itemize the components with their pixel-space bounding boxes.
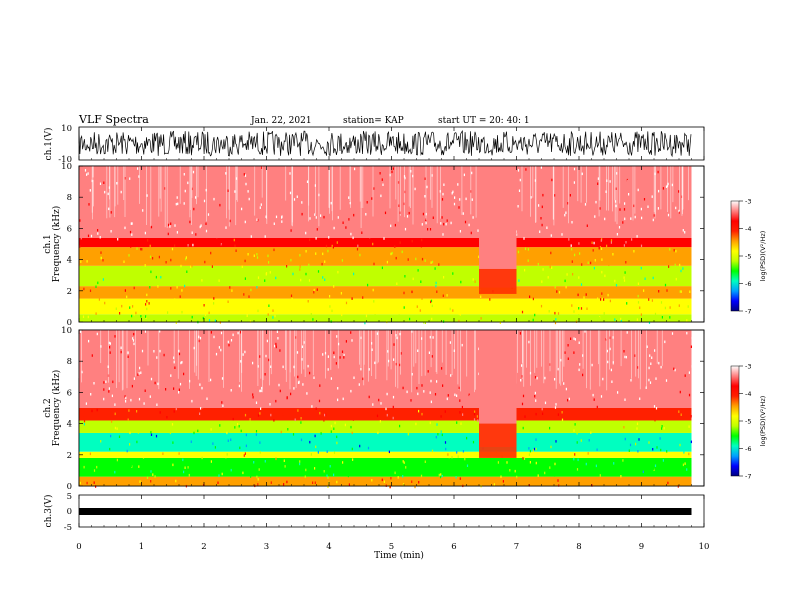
ch3-waveform-panel: 5 0 -5 ch.3(V) xyxy=(43,492,705,533)
x-axis-label: Time (min) xyxy=(374,550,424,561)
spec-ytick-label: 2 xyxy=(67,451,72,461)
colorbar-tick-label: -7 xyxy=(745,308,751,316)
spectrogram-band xyxy=(79,432,692,452)
spec-ytick-label: 8 xyxy=(67,193,72,203)
spectrogram-band xyxy=(79,286,692,299)
ch1-ytick-bottom: -10 xyxy=(58,155,72,165)
date-label: Jan. 22, 2021 xyxy=(250,116,312,126)
colorbar-tick-label: -4 xyxy=(745,225,751,233)
ch2-colorbar: -3 -4 -5 -6 -7 log(PSD)(V²/Hz) xyxy=(730,363,767,481)
spec-ytick-label: 8 xyxy=(67,357,72,367)
time-tick-label: 2 xyxy=(201,542,206,552)
ch1-colorbar-label: log(PSD)(V²/Hz) xyxy=(759,231,767,282)
ch1-waveform-line xyxy=(78,129,692,158)
colorbar-tick-label: -3 xyxy=(745,198,751,206)
spec-ytick-label: 0 xyxy=(67,318,72,328)
ch1-spectrogram-image xyxy=(79,166,692,325)
time-tick-label: 7 xyxy=(514,542,519,552)
spec-ytick-label: 4 xyxy=(67,420,72,430)
colorbar-tick-label: -6 xyxy=(745,280,751,288)
spectrogram-band xyxy=(79,476,692,486)
spectrogram-band xyxy=(79,330,692,408)
spec-ytick-label: 6 xyxy=(67,388,72,398)
ch1-spec-ylabel-line2: Frequency (kHz) xyxy=(51,206,62,283)
spectrogram-band xyxy=(79,265,692,287)
spectrogram-band xyxy=(79,408,692,421)
gap-interval xyxy=(479,166,517,288)
spec-ytick-label: 10 xyxy=(61,162,72,172)
ch1-colorbar: -3 -4 -5 -6 -7 log(PSD)(V²/Hz) xyxy=(730,198,767,316)
time-tick-label: 4 xyxy=(326,542,331,552)
colorbar-tick-label: -6 xyxy=(745,445,751,453)
spec-ytick-label: 2 xyxy=(67,287,72,297)
ch3-waveform-ylabel: ch.3(V) xyxy=(43,495,54,528)
ch2-spec-ylabel-line1: ch.2 xyxy=(43,398,53,417)
spec-ytick-label: 4 xyxy=(67,256,72,266)
spectrogram-band xyxy=(79,451,692,458)
ch2-spectrogram-image xyxy=(78,330,693,489)
time-tick-label: 5 xyxy=(389,542,394,552)
time-tick-label: 0 xyxy=(76,542,81,552)
colorbar-tick-label: -3 xyxy=(745,363,751,371)
figure-title: VLF Spectra xyxy=(78,113,149,126)
spectrogram-band xyxy=(79,166,692,238)
time-tick-label: 3 xyxy=(264,542,269,552)
time-tick-label: 8 xyxy=(576,542,581,552)
spectrogram-band xyxy=(79,420,692,433)
ch3-ytick-mid: 0 xyxy=(67,507,72,517)
time-tick-label: 1 xyxy=(139,542,144,552)
ch3-ytick-top: 5 xyxy=(67,492,72,502)
colorbar-tick-label: -5 xyxy=(745,253,751,261)
ch2-spectrogram-panel: 0 2 4 6 8 10 ch.2 Frequency (kHz) xyxy=(43,326,705,492)
spectrogram-band xyxy=(79,247,692,266)
spectrogram-band xyxy=(79,314,692,322)
colorbar-tick-label: -7 xyxy=(745,473,751,481)
colorbar-tick-label: -5 xyxy=(745,418,751,426)
time-axis: 0 1 2 3 4 5 6 7 8 9 10 xyxy=(76,127,709,552)
ch1-waveform-ylabel: ch.1(V) xyxy=(43,128,54,161)
spectrogram-band xyxy=(79,237,692,248)
spec-ytick-label: 10 xyxy=(61,326,72,336)
start-time-label: start UT = 20: 40: 1 xyxy=(438,116,530,126)
spec-ytick-label: 0 xyxy=(67,482,72,492)
ch3-ytick-bottom: -5 xyxy=(64,523,72,533)
ch1-spectrogram-panel: 0 2 4 6 8 10 ch.1 Frequency (kHz) xyxy=(43,162,705,328)
time-tick-label: 6 xyxy=(451,542,456,552)
spec-ytick-label: 6 xyxy=(67,224,72,234)
ch1-spec-ylabel-line1: ch.1 xyxy=(43,234,53,253)
time-tick-label: 9 xyxy=(639,542,644,552)
colorbar-tick-label: -4 xyxy=(745,390,751,398)
ch2-spec-ylabel-line2: Frequency (kHz) xyxy=(51,370,62,447)
ch1-waveform-panel: 10 -10 ch.1(V) xyxy=(43,124,705,165)
spectrogram-band xyxy=(79,298,692,315)
station-label: station= KAP xyxy=(343,116,404,126)
time-tick-label: 10 xyxy=(699,542,710,552)
ch2-colorbar-label: log(PSD)(V²/Hz) xyxy=(759,396,767,447)
spectrogram-band xyxy=(79,457,692,477)
ch3-waveform-trace xyxy=(79,508,692,515)
ch1-ytick-top: 10 xyxy=(61,124,72,134)
